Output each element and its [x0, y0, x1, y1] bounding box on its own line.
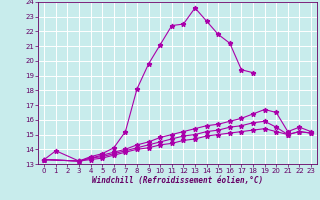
- X-axis label: Windchill (Refroidissement éolien,°C): Windchill (Refroidissement éolien,°C): [92, 176, 263, 185]
